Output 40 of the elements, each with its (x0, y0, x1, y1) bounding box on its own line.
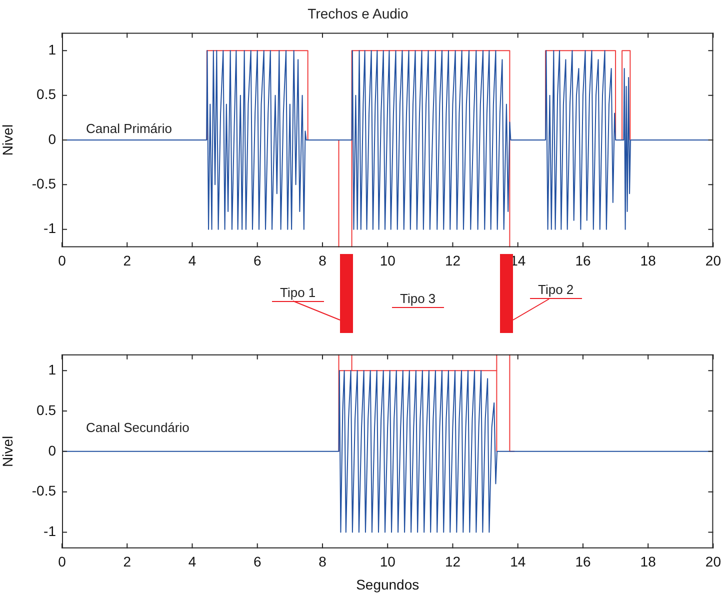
x-tick-label: 6 (253, 252, 262, 268)
y-tick-label: 0.5 (36, 86, 56, 102)
x-tick-label: 8 (318, 554, 327, 570)
x-tick-label: 10 (380, 252, 396, 268)
y-axis-title: Nivel (0, 124, 16, 156)
x-tick-label: 2 (123, 252, 132, 268)
y-tick-label: 0 (48, 442, 56, 458)
y-axis-title: Nivel (0, 436, 16, 467)
y-tick-label: -0.5 (32, 176, 56, 192)
annotation: Canal Secundário (86, 420, 190, 435)
x-tick-label: 18 (640, 554, 656, 570)
x-tick-label: 4 (188, 554, 196, 570)
x-tick-label: 2 (123, 554, 132, 570)
x-tick-label: 8 (318, 252, 327, 268)
text: Tipo 3 (392, 291, 444, 308)
text: Tipo 2 (530, 282, 582, 299)
y-tick-label: 1 (48, 42, 56, 58)
x-tick-label: 12 (444, 252, 461, 268)
x-tick-label: 4 (188, 252, 196, 268)
x-axis-title: Segundos (356, 576, 420, 592)
x-tick-label: 20 (705, 252, 722, 268)
x-tick-label: 16 (575, 554, 591, 570)
x-tick-label: 0 (58, 554, 66, 570)
x-tick-label: 20 (705, 554, 722, 570)
y-tick-label: 0 (48, 130, 56, 147)
x-tick-label: 16 (575, 252, 591, 268)
text: Tipo 1 (272, 285, 324, 302)
chart-title: Trechos e Audio (308, 5, 409, 22)
y-tick-label: -1 (44, 220, 56, 236)
x-tick-label: 10 (380, 554, 396, 570)
x-tick-label: 0 (58, 252, 66, 268)
x-tick-label: 14 (510, 554, 526, 570)
x-tick-label: 18 (640, 252, 656, 268)
annotation: Canal Primário (86, 121, 172, 136)
x-tick-label: 6 (253, 554, 262, 570)
y-tick-label: 1 (48, 361, 56, 378)
y-tick-label: -0.5 (32, 482, 56, 499)
x-tick-label: 12 (444, 554, 461, 570)
y-tick-label: -1 (44, 523, 56, 540)
y-tick-label: 0.5 (36, 402, 56, 418)
